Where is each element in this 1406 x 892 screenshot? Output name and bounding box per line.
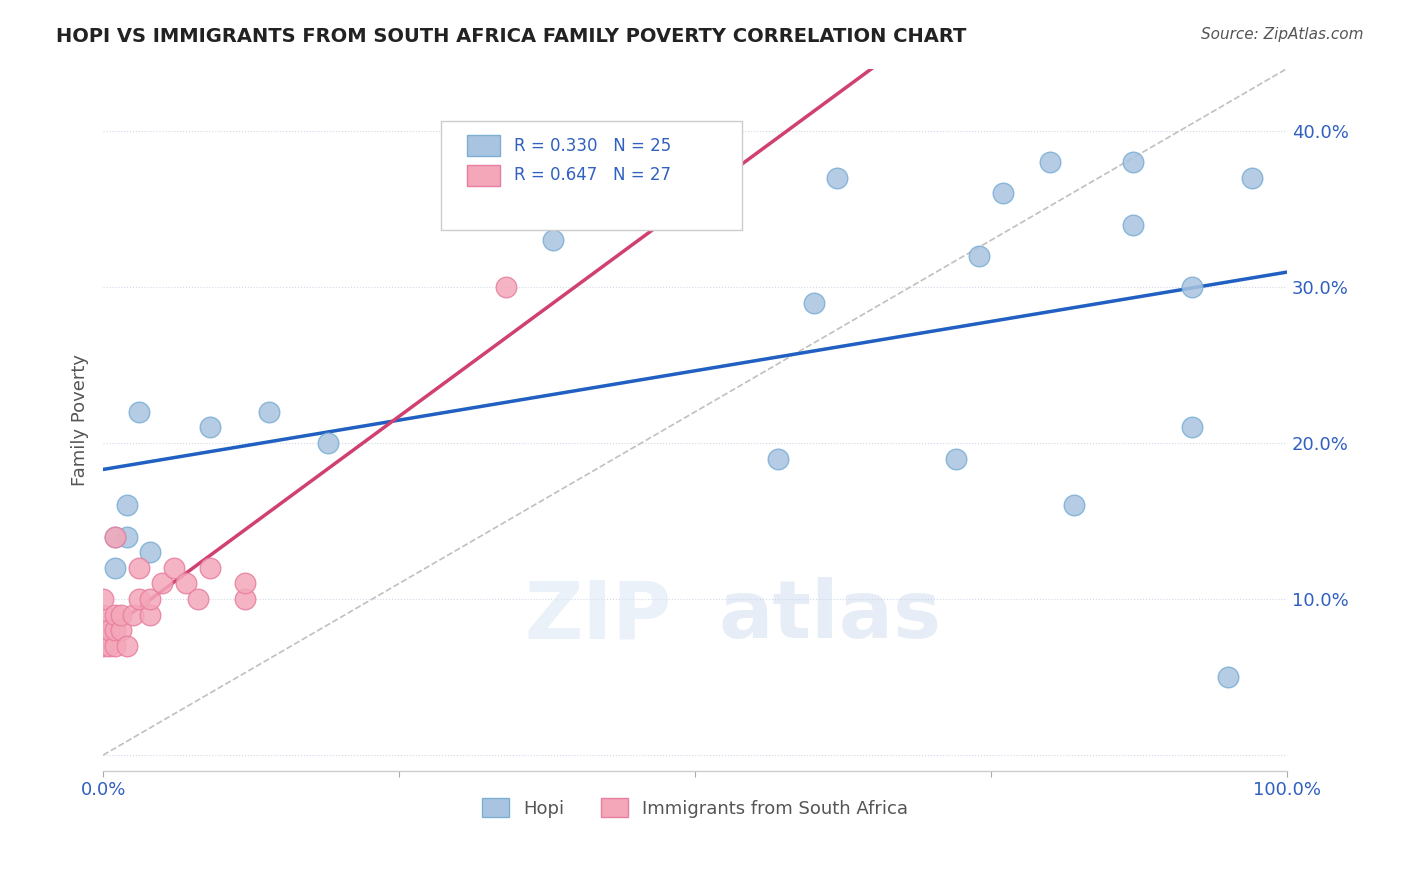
- Point: [115, 499, 138, 513]
- Point: [945, 451, 967, 466]
- Point: [91, 624, 114, 638]
- Point: [1039, 155, 1062, 169]
- Text: Source: ZipAtlas.com: Source: ZipAtlas.com: [1201, 27, 1364, 42]
- Point: [163, 561, 186, 575]
- Point: [91, 639, 114, 653]
- Point: [541, 233, 564, 247]
- Point: [128, 561, 150, 575]
- Point: [495, 280, 517, 294]
- FancyBboxPatch shape: [467, 165, 499, 186]
- Text: R = 0.330   N = 25: R = 0.330 N = 25: [515, 136, 671, 154]
- Point: [1063, 499, 1085, 513]
- Point: [91, 624, 114, 638]
- Point: [967, 249, 990, 263]
- FancyBboxPatch shape: [440, 121, 742, 230]
- Text: ZIP: ZIP: [524, 577, 672, 656]
- Point: [766, 451, 789, 466]
- Point: [187, 592, 209, 607]
- Point: [803, 295, 825, 310]
- Point: [104, 639, 127, 653]
- Point: [98, 624, 121, 638]
- Point: [104, 561, 127, 575]
- Point: [104, 607, 127, 622]
- Point: [104, 530, 127, 544]
- Point: [139, 592, 162, 607]
- Point: [316, 436, 339, 450]
- Point: [233, 592, 256, 607]
- Point: [110, 607, 132, 622]
- Point: [825, 170, 848, 185]
- Point: [1240, 170, 1263, 185]
- Point: [91, 607, 114, 622]
- Point: [139, 545, 162, 559]
- Point: [541, 170, 564, 185]
- Point: [98, 639, 121, 653]
- Point: [139, 607, 162, 622]
- Point: [128, 592, 150, 607]
- Point: [115, 639, 138, 653]
- Point: [115, 530, 138, 544]
- Point: [104, 624, 127, 638]
- Point: [104, 530, 127, 544]
- Point: [198, 561, 221, 575]
- Point: [1181, 420, 1204, 434]
- Point: [1122, 218, 1144, 232]
- Y-axis label: Family Poverty: Family Poverty: [72, 353, 89, 485]
- Point: [174, 576, 197, 591]
- Point: [91, 592, 114, 607]
- Point: [257, 405, 280, 419]
- Legend: Hopi, Immigrants from South Africa: Hopi, Immigrants from South Africa: [475, 791, 915, 825]
- Point: [1181, 280, 1204, 294]
- Point: [150, 576, 173, 591]
- Point: [128, 405, 150, 419]
- Text: HOPI VS IMMIGRANTS FROM SOUTH AFRICA FAMILY POVERTY CORRELATION CHART: HOPI VS IMMIGRANTS FROM SOUTH AFRICA FAM…: [56, 27, 966, 45]
- Point: [991, 186, 1014, 201]
- Point: [1122, 155, 1144, 169]
- Point: [198, 420, 221, 434]
- Point: [121, 607, 143, 622]
- Text: R = 0.647   N = 27: R = 0.647 N = 27: [515, 166, 671, 185]
- Point: [110, 624, 132, 638]
- Text: atlas: atlas: [718, 577, 942, 656]
- Point: [233, 576, 256, 591]
- FancyBboxPatch shape: [467, 136, 499, 156]
- Point: [1216, 670, 1239, 684]
